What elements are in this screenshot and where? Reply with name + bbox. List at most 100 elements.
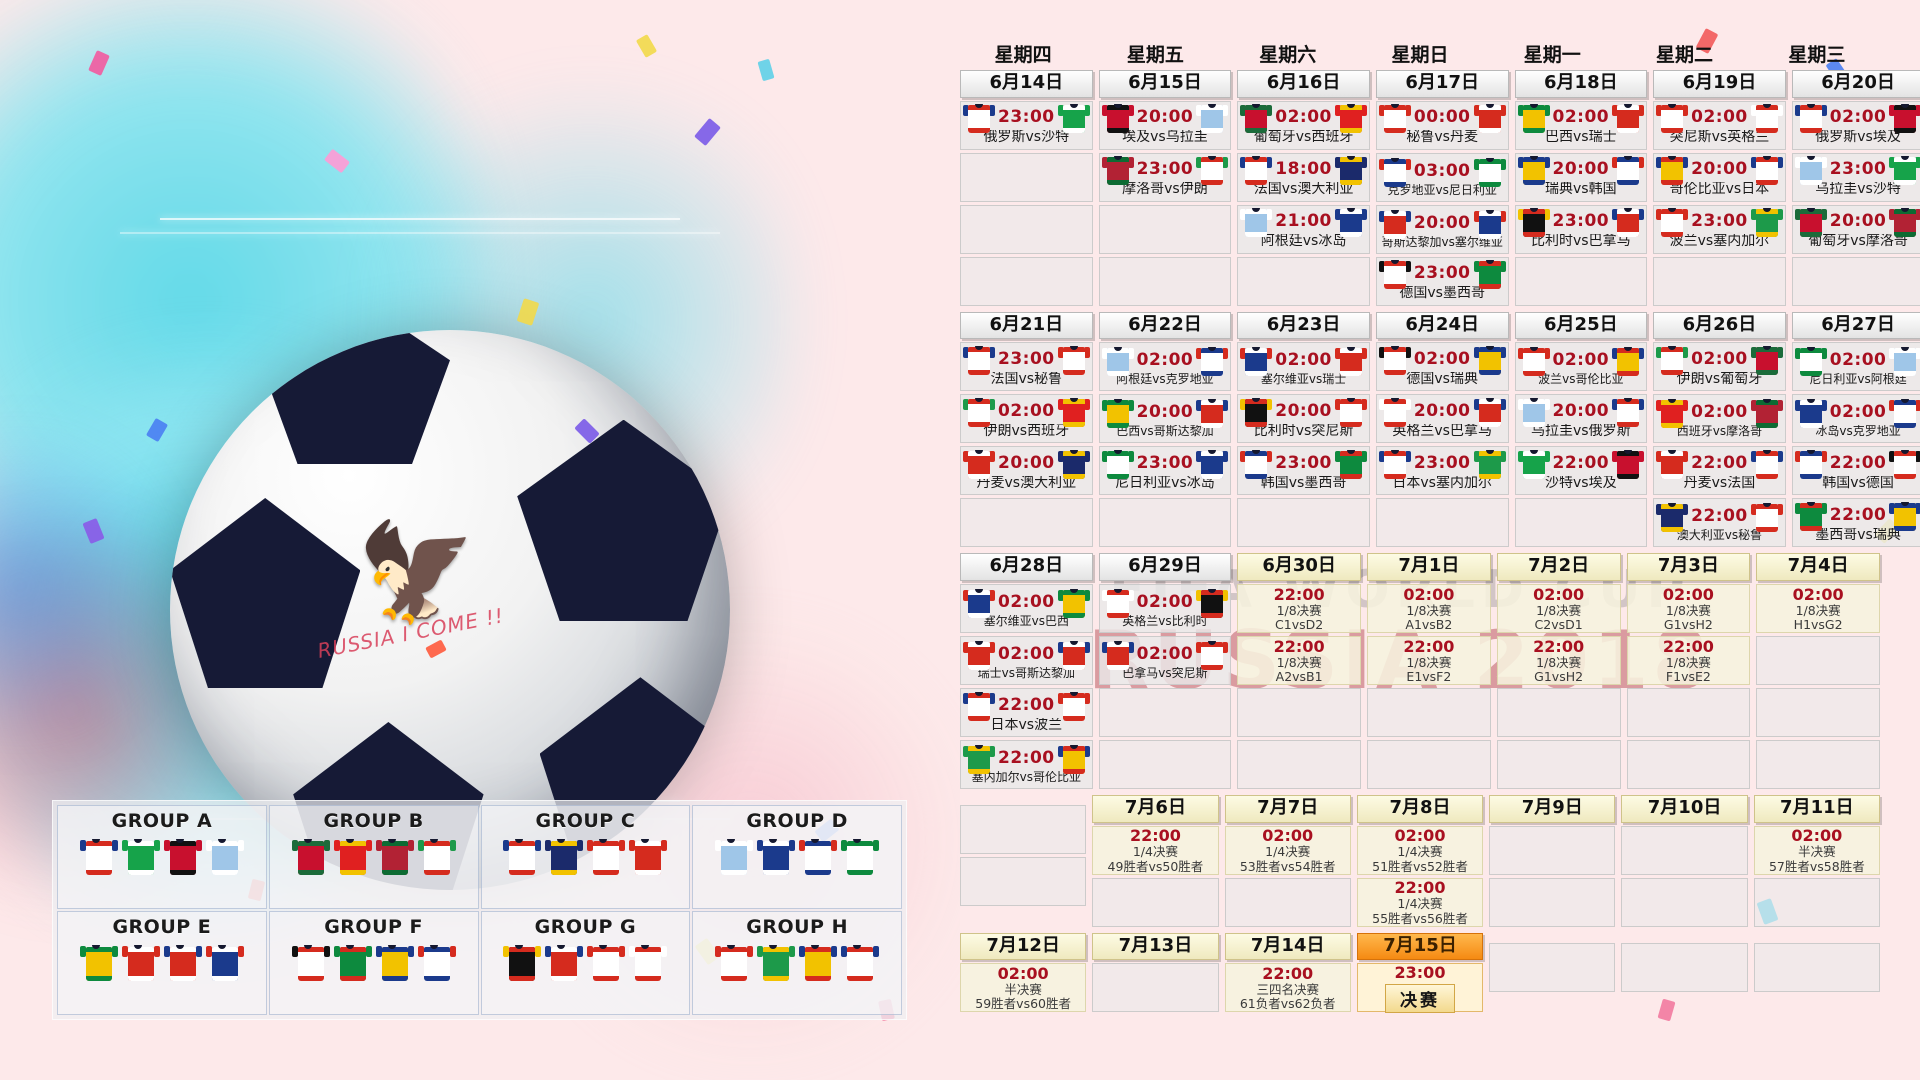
match-cell[interactable]: 22:00 塞内加尔vs哥伦比亚: [960, 740, 1093, 790]
match-cell[interactable]: 23:00 比利时vs巴拿马: [1514, 204, 1648, 254]
knockout-match-cell[interactable]: 02:00 1/8决赛 C2vsD1: [1496, 584, 1621, 634]
match-cell[interactable]: 22:00 澳大利亚vs秘鲁: [1653, 498, 1786, 548]
match-cell[interactable]: 03:00 克罗地亚vs尼日利亚: [1375, 152, 1509, 202]
date-header[interactable]: 6月26日: [1653, 311, 1786, 340]
group-b[interactable]: GROUP B: [268, 805, 479, 909]
group-h[interactable]: GROUP H: [692, 911, 902, 1015]
match-cell[interactable]: 22:00 韩国vs德国: [1791, 446, 1920, 496]
match-cell[interactable]: 23:00 乌拉圭vs沙特: [1791, 152, 1920, 202]
knockout-match-cell[interactable]: 22:00 1/4决赛 55胜者vs56胜者: [1356, 877, 1484, 927]
final-match-cell[interactable]: 23:00 决赛: [1356, 963, 1484, 1013]
knockout-match-cell[interactable]: 02:00 1/8决赛 A1vsB2: [1367, 584, 1491, 634]
knockout-match-cell[interactable]: 22:00 1/8决赛 G1vsH2: [1496, 636, 1621, 686]
knockout-match-cell[interactable]: 02:00 1/4决赛 53胜者vs54胜者: [1224, 825, 1351, 875]
match-cell[interactable]: 02:00 德国vs瑞典: [1375, 342, 1509, 392]
match-cell[interactable]: 23:00 摩洛哥vs伊朗: [1098, 152, 1232, 202]
date-header[interactable]: 7月7日: [1224, 795, 1351, 823]
date-header[interactable]: 7月13日: [1092, 932, 1219, 961]
match-cell[interactable]: 20:00 哥伦比亚vs日本: [1653, 152, 1786, 202]
match-cell[interactable]: 22:00 墨西哥vs瑞典: [1791, 498, 1920, 548]
knockout-match-cell[interactable]: 22:00 1/8决赛 F1vsE2: [1626, 636, 1751, 686]
match-cell[interactable]: 02:00 冰岛vs克罗地亚: [1791, 394, 1920, 444]
group-d[interactable]: GROUP D: [692, 805, 902, 909]
match-cell[interactable]: 23:00 德国vs墨西哥: [1375, 256, 1509, 306]
match-cell[interactable]: 20:00 埃及vs乌拉圭: [1098, 100, 1232, 150]
date-header[interactable]: 6月19日: [1653, 70, 1786, 98]
knockout-match-cell[interactable]: 22:00 1/4决赛 49胜者vs50胜者: [1092, 825, 1219, 875]
match-cell[interactable]: 02:00 巴拿马vs突尼斯: [1098, 636, 1232, 686]
date-header[interactable]: 6月14日: [960, 70, 1093, 98]
knockout-match-cell[interactable]: 02:00 1/8决赛 H1vsG2: [1756, 584, 1880, 634]
match-cell[interactable]: 02:00 突尼斯vs英格兰: [1653, 100, 1786, 150]
date-header[interactable]: 6月25日: [1514, 311, 1648, 340]
date-header[interactable]: 7月2日: [1496, 553, 1621, 582]
match-cell[interactable]: 02:00 巴西vs瑞士: [1514, 100, 1648, 150]
match-cell[interactable]: 23:00 波兰vs塞内加尔: [1653, 204, 1786, 254]
match-cell[interactable]: 02:00 西班牙vs摩洛哥: [1653, 394, 1786, 444]
date-header[interactable]: 6月28日: [960, 553, 1093, 582]
match-cell[interactable]: 20:00 瑞典vs韩国: [1514, 152, 1648, 202]
match-cell[interactable]: 20:00 比利时vs突尼斯: [1237, 394, 1370, 444]
knockout-match-cell[interactable]: 22:00 1/8决赛 E1vsF2: [1367, 636, 1491, 686]
date-header[interactable]: 7月4日: [1756, 553, 1880, 582]
knockout-match-cell[interactable]: 02:00 半决赛 59胜者vs60胜者: [960, 963, 1087, 1013]
date-header[interactable]: 6月20日: [1791, 70, 1920, 98]
date-header[interactable]: 7月12日: [960, 932, 1087, 961]
match-cell[interactable]: 02:00 俄罗斯vs埃及: [1791, 100, 1920, 150]
group-c[interactable]: GROUP C: [480, 805, 691, 909]
date-header[interactable]: 7月1日: [1367, 553, 1491, 582]
date-header[interactable]: 6月16日: [1237, 70, 1370, 98]
match-cell[interactable]: 22:00 沙特vs埃及: [1514, 446, 1648, 496]
knockout-match-cell[interactable]: 02:00 1/8决赛 G1vsH2: [1626, 584, 1751, 634]
date-header[interactable]: 6月24日: [1375, 311, 1509, 340]
date-header[interactable]: 6月27日: [1791, 311, 1920, 340]
date-header[interactable]: 7月14日: [1224, 932, 1351, 961]
match-cell[interactable]: 21:00 阿根廷vs冰岛: [1237, 204, 1370, 254]
knockout-match-cell[interactable]: 22:00 1/8决赛 A2vsB1: [1237, 636, 1361, 686]
match-cell[interactable]: 22:00 日本vs波兰: [960, 688, 1093, 738]
match-cell[interactable]: 23:00 俄罗斯vs沙特: [960, 100, 1093, 150]
date-header[interactable]: 6月21日: [960, 311, 1093, 340]
date-header[interactable]: 7月8日: [1356, 795, 1484, 823]
match-cell[interactable]: 20:00 哥斯达黎加vs塞尔维亚: [1375, 204, 1509, 254]
date-header[interactable]: 7月6日: [1092, 795, 1219, 823]
date-header[interactable]: 6月29日: [1098, 553, 1232, 582]
match-cell[interactable]: 02:00 葡萄牙vs西班牙: [1237, 100, 1370, 150]
match-cell[interactable]: 02:00 尼日利亚vs阿根廷: [1791, 342, 1920, 392]
group-f[interactable]: GROUP F: [268, 911, 479, 1015]
match-cell[interactable]: 02:00 瑞士vs哥斯达黎加: [960, 636, 1093, 686]
match-cell[interactable]: 20:00 乌拉圭vs俄罗斯: [1514, 394, 1648, 444]
match-cell[interactable]: 23:00 日本vs塞内加尔: [1375, 446, 1509, 496]
match-cell[interactable]: 22:00 丹麦vs法国: [1653, 446, 1786, 496]
match-cell[interactable]: 02:00 阿根廷vs克罗地亚: [1098, 342, 1232, 392]
match-cell[interactable]: 20:00 葡萄牙vs摩洛哥: [1791, 204, 1920, 254]
match-cell[interactable]: 02:00 塞尔维亚vs巴西: [960, 584, 1093, 634]
date-header[interactable]: 7月9日: [1489, 795, 1616, 823]
date-header[interactable]: 7月10日: [1621, 795, 1748, 823]
match-cell[interactable]: 23:00 法国vs秘鲁: [960, 342, 1093, 392]
date-header[interactable]: 7月11日: [1753, 795, 1880, 823]
date-header[interactable]: 6月17日: [1375, 70, 1509, 98]
knockout-match-cell[interactable]: 22:00 三四名决赛 61负者vs62负者: [1224, 963, 1351, 1013]
match-cell[interactable]: 23:00 韩国vs墨西哥: [1237, 446, 1370, 496]
date-header[interactable]: 6月30日: [1237, 553, 1361, 582]
match-cell[interactable]: 20:00 丹麦vs澳大利亚: [960, 446, 1093, 496]
group-e[interactable]: GROUP E: [57, 911, 267, 1015]
match-cell[interactable]: 20:00 英格兰vs巴拿马: [1375, 394, 1509, 444]
date-header[interactable]: 6月18日: [1514, 70, 1648, 98]
match-cell[interactable]: 00:00 秘鲁vs丹麦: [1375, 100, 1509, 150]
match-cell[interactable]: 02:00 伊朗vs葡萄牙: [1653, 342, 1786, 392]
match-cell[interactable]: 02:00 伊朗vs西班牙: [960, 394, 1093, 444]
group-g[interactable]: GROUP G: [480, 911, 691, 1015]
match-cell[interactable]: 20:00 巴西vs哥斯达黎加: [1098, 394, 1232, 444]
match-cell[interactable]: 02:00 波兰vs哥伦比亚: [1514, 342, 1648, 392]
date-header[interactable]: 6月15日: [1098, 70, 1232, 98]
date-header[interactable]: 7月15日: [1356, 932, 1484, 961]
date-header[interactable]: 6月23日: [1237, 311, 1370, 340]
knockout-match-cell[interactable]: 02:00 1/4决赛 51胜者vs52胜者: [1356, 825, 1484, 875]
date-header[interactable]: 6月22日: [1098, 311, 1232, 340]
match-cell[interactable]: 23:00 尼日利亚vs冰岛: [1098, 446, 1232, 496]
knockout-match-cell[interactable]: 22:00 1/8决赛 C1vsD2: [1237, 584, 1361, 634]
match-cell[interactable]: 18:00 法国vs澳大利亚: [1237, 152, 1370, 202]
match-cell[interactable]: 02:00 塞尔维亚vs瑞士: [1237, 342, 1370, 392]
